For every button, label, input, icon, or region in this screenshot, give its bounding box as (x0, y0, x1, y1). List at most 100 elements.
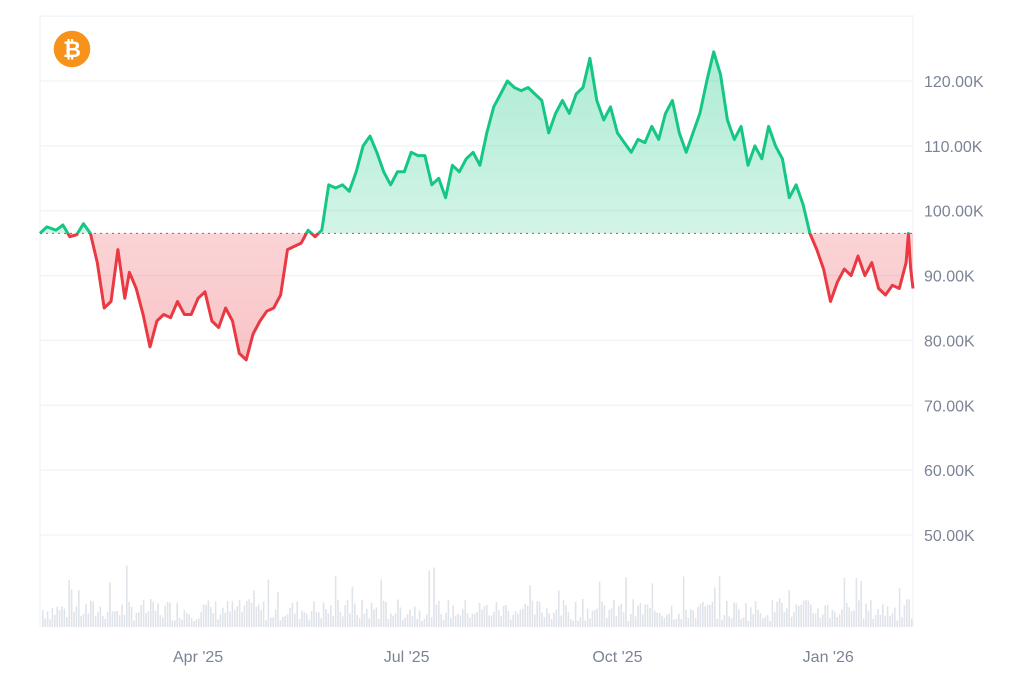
volume-bar (306, 613, 308, 627)
volume-bar (733, 602, 735, 627)
volume-bar (848, 607, 850, 627)
volume-bar (754, 601, 757, 627)
volume-bar (344, 605, 346, 627)
volume-bar (836, 616, 838, 627)
volume-bar (627, 620, 630, 627)
volume-bar (493, 611, 495, 627)
volume-bar (130, 606, 133, 627)
volume-bar (555, 609, 558, 627)
volume-bar (834, 611, 836, 627)
volume-bar (56, 606, 58, 627)
volume-bar (452, 605, 454, 627)
volume-bar (94, 615, 97, 627)
volume-bar (687, 617, 690, 627)
volume-bar (421, 620, 423, 627)
volume-bar (577, 620, 579, 627)
volume-bar (80, 615, 82, 627)
volume-bar (260, 609, 262, 627)
volume-bar (214, 601, 217, 627)
volume-bar (714, 587, 716, 627)
volume-bar (673, 619, 675, 627)
volume-bar (829, 618, 831, 627)
volume-bar (207, 600, 210, 627)
volume-bar (637, 605, 639, 627)
volume-bar (901, 617, 903, 627)
volume-bar (246, 600, 248, 627)
volume-bar (642, 614, 644, 627)
volume-bar (874, 614, 877, 627)
y-tick-label: 60.00K (924, 463, 975, 480)
volume-bar (272, 617, 274, 627)
volume-bar (82, 613, 85, 627)
volume-bar (363, 613, 366, 627)
volume-bar (690, 609, 692, 627)
volume-bar (618, 606, 620, 627)
volume-bar (351, 587, 354, 627)
volume-bar (318, 612, 320, 627)
volume-bar (865, 603, 867, 627)
volume-bar (462, 609, 464, 627)
volume-bar (166, 601, 169, 627)
svg-text:₿: ₿ (63, 37, 81, 62)
volume-bar (610, 608, 613, 627)
volume-bar (145, 613, 147, 627)
volume-bar (786, 608, 788, 627)
volume-bar (510, 619, 512, 627)
volume-bar (632, 599, 634, 627)
volume-bar (620, 603, 622, 627)
volume-bar (414, 606, 416, 627)
volume-bar (346, 599, 349, 627)
volume-bar (860, 581, 862, 627)
volume-bar (596, 608, 598, 627)
volume-bar (622, 612, 625, 627)
volume-bar (534, 614, 536, 627)
volume-bar (142, 599, 145, 627)
volume-bar (550, 618, 553, 627)
volume-bar (807, 600, 810, 627)
y-tick-label: 90.00K (924, 269, 975, 286)
volume-bar (476, 611, 478, 627)
volume-bar (121, 604, 123, 627)
volume-bar (241, 611, 243, 627)
volume-bar (843, 577, 846, 627)
volume-bar (152, 601, 154, 627)
volume-bar (668, 613, 670, 627)
volume-bar (838, 614, 841, 627)
y-tick-label: 120.00K (924, 74, 984, 91)
volume-bar (399, 607, 402, 627)
volume-bar (325, 609, 327, 627)
volume-bar (781, 602, 783, 627)
volume-bar (97, 612, 99, 627)
volume-bar (630, 614, 632, 627)
volume-bar (740, 618, 742, 627)
volume-bar (210, 606, 212, 627)
volume-bar (54, 614, 56, 627)
volume-bar (634, 616, 637, 627)
volume-bar (742, 617, 745, 627)
volume-bar (138, 612, 140, 627)
volume-bar (699, 603, 702, 627)
volume-bar (697, 606, 699, 627)
volume-bar (738, 609, 740, 627)
volume-bar (99, 606, 102, 627)
volume-bar (483, 606, 486, 627)
volume-bar (716, 618, 718, 627)
volume-bar (109, 582, 111, 627)
volume-bar (46, 611, 49, 627)
volume-bar (783, 611, 786, 627)
volume-bar (606, 618, 608, 627)
volume-bar (908, 599, 910, 627)
volume-bar (762, 618, 764, 627)
volume-bar (819, 617, 822, 627)
volume-bar (469, 617, 471, 627)
volume-bar (481, 609, 483, 627)
volume-bar (656, 612, 658, 627)
volume-bar (70, 589, 73, 627)
volume-bar (378, 619, 380, 627)
volume-bar (327, 613, 330, 627)
volume-bar (397, 599, 399, 627)
volume-bar (294, 613, 296, 627)
volume-bar (198, 618, 200, 627)
volume-bar (553, 612, 555, 627)
volume-bar (846, 602, 848, 627)
